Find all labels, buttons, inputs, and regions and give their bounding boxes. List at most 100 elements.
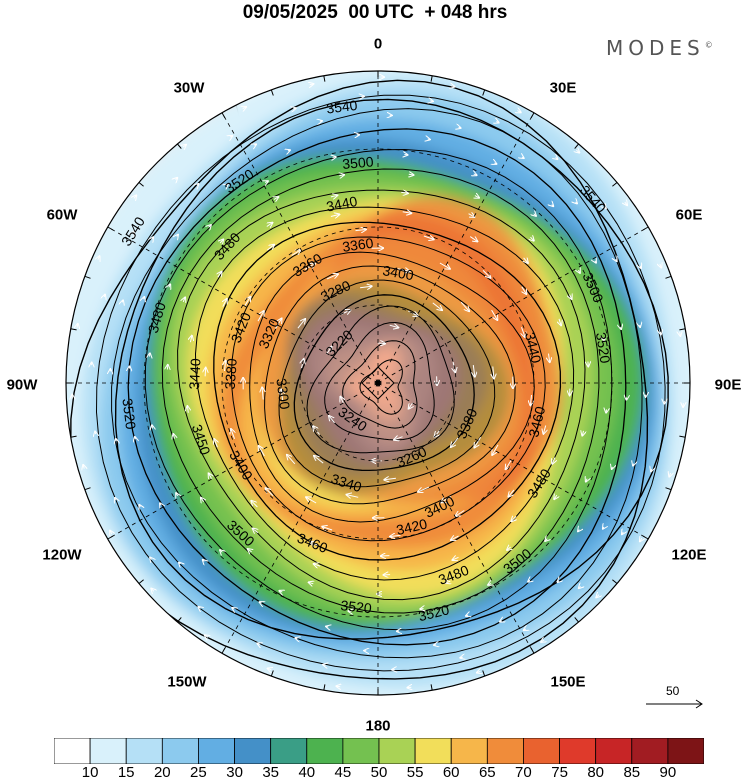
reference-vector-value: 50	[666, 684, 680, 698]
contour-3480	[144, 148, 613, 631]
boundary-tick	[430, 684, 433, 691]
colorbar-box	[486, 738, 524, 764]
contour-label: 3520	[340, 597, 373, 616]
colorbar-box	[559, 738, 597, 764]
wind-vector	[460, 657, 463, 658]
wind-vector	[306, 497, 317, 504]
wind-vector	[133, 232, 134, 234]
wind-vector	[451, 86, 455, 87]
boundary-tick	[270, 89, 274, 96]
contour-3500	[127, 128, 627, 646]
wind-vector	[330, 195, 338, 197]
colorbar-label: 55	[406, 764, 424, 781]
contour-3540	[95, 94, 666, 672]
boundary-tick	[530, 647, 535, 654]
wind-vector	[531, 237, 534, 241]
boundary-tick	[270, 670, 274, 677]
colorbar-label: 25	[190, 764, 207, 781]
boundary-tick	[665, 275, 672, 279]
contour-label: 3300	[273, 377, 293, 410]
colorbar-box	[270, 738, 308, 764]
wind-vector	[409, 174, 414, 175]
wind-vector	[253, 529, 258, 533]
wind-vector	[230, 136, 232, 137]
wind-vector	[183, 145, 186, 147]
contour-3240	[342, 340, 418, 429]
wind-vector	[160, 503, 161, 505]
wind-vector	[475, 196, 479, 198]
colorbar-label: 50	[370, 764, 388, 781]
wind-vector	[226, 184, 228, 185]
boundary-tick	[530, 112, 535, 119]
lon-label-150w: 150W	[167, 673, 207, 691]
geopotential-contours	[70, 79, 669, 680]
wind-vector	[554, 495, 557, 499]
wind-vector	[397, 269, 410, 272]
wind-vector	[122, 300, 123, 302]
lon-label-120w: 120W	[42, 546, 82, 564]
colorbar-box	[450, 738, 488, 764]
colorbar-label: 10	[81, 764, 99, 781]
wind-vector	[428, 139, 430, 140]
lon-label-180: 180	[365, 717, 391, 735]
wind-vector	[469, 237, 477, 242]
wind-vector	[183, 298, 185, 302]
wind-vector	[576, 202, 577, 204]
contour-label: 3540	[325, 97, 358, 117]
boundary-tick	[574, 143, 579, 149]
wind-vector	[223, 299, 227, 307]
wind-vector	[578, 270, 580, 273]
parallel-1	[221, 226, 535, 540]
contour-label: 3420	[395, 515, 429, 538]
boundary-tick	[323, 75, 326, 82]
wind-vector	[596, 595, 599, 598]
colorbar-box	[125, 738, 163, 764]
boundary-tick	[574, 617, 579, 623]
colorbar-label: 90	[659, 764, 677, 781]
contour-label: 3440	[186, 358, 204, 390]
wind-speed-shading	[66, 71, 690, 695]
wind-vector	[295, 638, 297, 639]
wind-vector	[197, 184, 199, 185]
wind-vector	[265, 181, 268, 183]
wind-vector	[418, 486, 430, 492]
wind-vector	[622, 532, 623, 534]
wind-vector	[254, 144, 256, 145]
wind-vector	[214, 439, 217, 448]
contour-3420	[194, 206, 575, 581]
colorbar-label: 80	[587, 764, 605, 781]
wind-vector	[293, 108, 296, 109]
wind-vector	[218, 272, 222, 278]
colorbar-box	[306, 738, 344, 764]
contour-label: 3500	[342, 153, 375, 172]
wind-vector	[451, 536, 459, 540]
wind-vector	[134, 195, 136, 198]
contour-3300	[293, 294, 475, 472]
boundary-tick	[679, 435, 686, 438]
wind-vector	[441, 496, 452, 503]
map-title: 09/05/2025 00 UTC + 048 hrs	[242, 2, 508, 23]
colorbar-label: 40	[298, 764, 316, 781]
wind-vector	[468, 214, 475, 217]
colorbar-label: 30	[226, 764, 243, 781]
meridian-210	[221, 382, 379, 654]
colorbar-label: 20	[153, 764, 171, 781]
boundary-tick	[177, 143, 182, 149]
wind-vector	[177, 235, 178, 237]
logo-text: MODES	[606, 36, 705, 60]
wind-vector	[558, 581, 560, 582]
wind-vector	[377, 343, 385, 344]
wind-vector	[669, 473, 670, 477]
contour-3280	[306, 305, 455, 454]
colorbar-label: 85	[623, 764, 641, 781]
wind-vector	[225, 361, 226, 372]
wind-vector	[323, 665, 326, 666]
colorbar-label: 70	[515, 764, 532, 781]
logo-mark: ©	[704, 40, 713, 50]
colorbar-box	[667, 738, 704, 764]
meridian-330	[221, 112, 379, 384]
wind-vector	[394, 437, 403, 440]
wind-vector	[524, 258, 528, 263]
wind-vector	[257, 311, 264, 322]
meridian-30	[377, 112, 535, 384]
